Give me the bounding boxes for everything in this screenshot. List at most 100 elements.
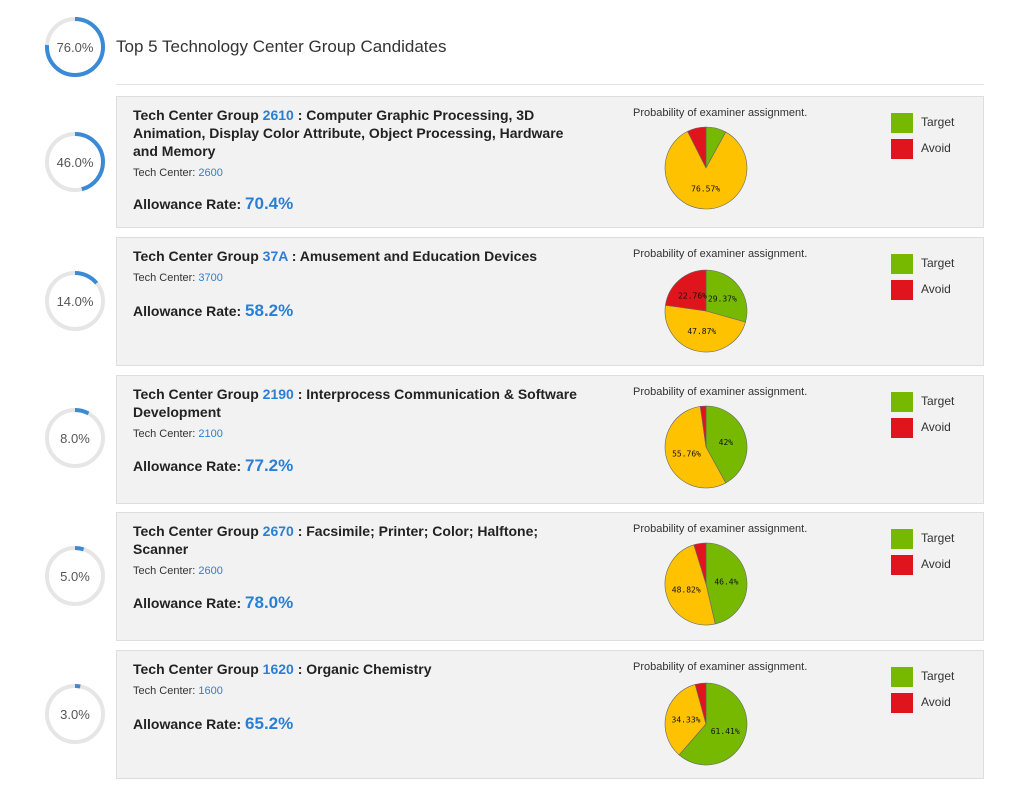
candidate-1-tech-center-link[interactable]: 2600 bbox=[198, 167, 223, 179]
candidate-4-pie-svg: 46.4% 48.82% bbox=[664, 542, 748, 626]
pie-slice-neutral bbox=[664, 684, 707, 756]
candidate-4-allowance: Allowance Rate: 78.0% bbox=[133, 593, 293, 613]
group-prefix: Tech Center Group bbox=[133, 248, 263, 264]
candidate-2-pie-chart: 29.37% 47.87% 22.76% bbox=[663, 268, 749, 354]
candidate-2-progress-ring: 14.0% bbox=[44, 270, 106, 332]
candidate-5-percent: 3.0% bbox=[60, 706, 90, 722]
legend-avoid: Avoid bbox=[891, 280, 954, 306]
candidate-1-progress-ring-graphic bbox=[45, 132, 105, 192]
candidate-1-legend: Target Avoid bbox=[891, 113, 954, 165]
candidate-1-chart-title: Probability of examiner assignment. bbox=[633, 107, 808, 119]
candidate-3-tech-center: Tech Center: 2100 bbox=[133, 428, 223, 440]
allowance-label: Allowance Rate: bbox=[133, 595, 246, 611]
pie-slice-label-target: 61.41% bbox=[711, 727, 740, 736]
candidate-3-tech-center-link[interactable]: 2100 bbox=[198, 428, 223, 440]
legend-avoid-label: Avoid bbox=[921, 282, 951, 296]
candidate-5-tech-center-link[interactable]: 1600 bbox=[198, 685, 223, 697]
candidate-5-progress-ring: 3.0% bbox=[44, 683, 106, 745]
pie-slice-target bbox=[705, 405, 748, 484]
candidate-4-tech-center-link[interactable]: 2600 bbox=[198, 565, 223, 577]
candidate-card-2: Tech Center Group 37A : Amusement and Ed… bbox=[116, 237, 984, 366]
candidate-1-pie-chart: 76.57% bbox=[663, 125, 749, 211]
candidate-1-allowance: Allowance Rate: 70.4% bbox=[133, 194, 293, 214]
candidate-4-chart-title: Probability of examiner assignment. bbox=[633, 523, 808, 535]
candidate-4-percent: 5.0% bbox=[60, 568, 90, 584]
legend-target: Target bbox=[891, 667, 954, 693]
candidate-4-progress-ring-graphic bbox=[45, 546, 105, 606]
allowance-label: Allowance Rate: bbox=[133, 196, 246, 212]
candidate-2-percent: 14.0% bbox=[56, 293, 94, 309]
legend-avoid: Avoid bbox=[891, 139, 954, 165]
pie-slice-avoid bbox=[699, 405, 707, 448]
candidate-4-group-code[interactable]: 2670 bbox=[262, 523, 294, 539]
candidate-1-pie-svg: 76.57% bbox=[664, 126, 748, 210]
group-prefix: Tech Center Group bbox=[133, 661, 263, 677]
candidate-4-allowance-rate: 78.0% bbox=[245, 593, 294, 612]
legend-avoid-label: Avoid bbox=[921, 557, 951, 571]
target-swatch bbox=[891, 529, 913, 549]
candidate-5-pie-chart: 61.41% 34.33% bbox=[663, 681, 749, 767]
legend-target-label: Target bbox=[921, 531, 955, 545]
candidate-1-group-code[interactable]: 2610 bbox=[262, 107, 294, 123]
pie-slice-neutral bbox=[664, 406, 727, 489]
allowance-label: Allowance Rate: bbox=[133, 716, 246, 732]
candidate-3-pie-svg: 42% 55.76% bbox=[664, 405, 748, 489]
candidate-2-tech-center-link[interactable]: 3700 bbox=[198, 272, 223, 284]
candidate-5-allowance: Allowance Rate: 65.2% bbox=[133, 714, 293, 734]
candidate-1-progress-ring: 46.0% bbox=[44, 131, 106, 193]
candidate-1-group-name: : Computer Graphic Processing, 3D Animat… bbox=[133, 107, 564, 159]
candidate-4-group-name: : Facsimile; Printer; Color; Halftone; S… bbox=[133, 523, 539, 557]
candidate-card-4: Tech Center Group 2670 : Facsimile; Prin… bbox=[116, 512, 984, 641]
legend-avoid: Avoid bbox=[891, 555, 954, 581]
legend-target: Target bbox=[891, 529, 954, 555]
group-prefix: Tech Center Group bbox=[133, 523, 263, 539]
target-swatch bbox=[891, 667, 913, 687]
legend-avoid-label: Avoid bbox=[921, 141, 951, 155]
pie-slice-label-target: 29.37% bbox=[708, 295, 737, 304]
candidate-2-chart-title: Probability of examiner assignment. bbox=[633, 248, 808, 260]
candidate-2-progress-ring-graphic bbox=[45, 271, 105, 331]
candidate-2-legend: Target Avoid bbox=[891, 254, 954, 306]
legend-target: Target bbox=[891, 392, 954, 418]
legend-target-label: Target bbox=[921, 394, 955, 408]
legend-avoid: Avoid bbox=[891, 418, 954, 444]
candidate-4-pie-chart: 46.4% 48.82% bbox=[663, 541, 749, 627]
target-swatch bbox=[891, 392, 913, 412]
candidate-3-chart-title: Probability of examiner assignment. bbox=[633, 386, 808, 398]
candidate-3-allowance: Allowance Rate: 77.2% bbox=[133, 456, 293, 476]
candidate-1-percent: 46.0% bbox=[56, 154, 94, 170]
candidate-5-group-name: : Organic Chemistry bbox=[293, 661, 432, 677]
candidate-1-title: Tech Center Group 2610 : Computer Graphi… bbox=[133, 106, 583, 160]
pie-slice-label-neutral: 48.82% bbox=[672, 585, 701, 594]
pie-slice-label-avoid: 22.76% bbox=[678, 292, 707, 301]
legend-target-label: Target bbox=[921, 256, 955, 270]
candidate-card-3: Tech Center Group 2190 : Interprocess Co… bbox=[116, 375, 984, 504]
legend-target-label: Target bbox=[921, 669, 955, 683]
candidate-2-group-name: : Amusement and Education Devices bbox=[287, 248, 538, 264]
candidate-2-allowance: Allowance Rate: 58.2% bbox=[133, 301, 293, 321]
candidate-3-group-code[interactable]: 2190 bbox=[262, 386, 294, 402]
group-prefix: Tech Center Group bbox=[133, 107, 263, 123]
candidate-4-progress-ring: 5.0% bbox=[44, 545, 106, 607]
overall-progress-value: 76.0% bbox=[56, 39, 94, 55]
allowance-label: Allowance Rate: bbox=[133, 303, 246, 319]
target-swatch bbox=[891, 254, 913, 274]
tech-center-label: Tech Center: bbox=[133, 428, 199, 440]
legend-avoid: Avoid bbox=[891, 693, 954, 719]
candidate-1-allowance-rate: 70.4% bbox=[245, 194, 294, 213]
candidate-2-group-code[interactable]: 37A bbox=[262, 248, 288, 264]
candidate-5-title: Tech Center Group 1620 : Organic Chemist… bbox=[133, 660, 583, 678]
avoid-swatch bbox=[891, 139, 913, 159]
pie-slice-label-neutral: 55.76% bbox=[672, 449, 701, 458]
candidate-5-legend: Target Avoid bbox=[891, 667, 954, 719]
avoid-swatch bbox=[891, 555, 913, 575]
candidate-3-allowance-rate: 77.2% bbox=[245, 456, 294, 475]
candidate-5-group-code[interactable]: 1620 bbox=[262, 661, 294, 677]
overall-progress-ring-graphic bbox=[45, 17, 105, 77]
candidate-3-progress-ring: 8.0% bbox=[44, 407, 106, 469]
legend-avoid-label: Avoid bbox=[921, 695, 951, 709]
candidate-3-progress-ring-graphic bbox=[45, 408, 105, 468]
overall-progress-ring: 76.0% bbox=[44, 16, 106, 78]
avoid-swatch bbox=[891, 280, 913, 300]
legend-avoid-label: Avoid bbox=[921, 420, 951, 434]
